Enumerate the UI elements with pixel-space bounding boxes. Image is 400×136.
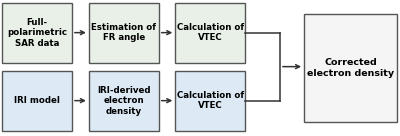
FancyBboxPatch shape xyxy=(89,3,159,63)
Text: Calculation of
VTEC: Calculation of VTEC xyxy=(177,91,244,110)
Text: Calculation of
VTEC: Calculation of VTEC xyxy=(177,23,244,42)
FancyBboxPatch shape xyxy=(89,71,159,131)
Text: Estimation of
FR angle: Estimation of FR angle xyxy=(91,23,156,42)
FancyBboxPatch shape xyxy=(304,14,397,122)
Text: IRI model: IRI model xyxy=(14,96,60,105)
Text: IRI-derived
electron
density: IRI-derived electron density xyxy=(97,86,150,116)
Text: Full-
polarimetric
SAR data: Full- polarimetric SAR data xyxy=(7,18,67,48)
FancyBboxPatch shape xyxy=(2,3,72,63)
FancyBboxPatch shape xyxy=(175,71,245,131)
FancyBboxPatch shape xyxy=(175,3,245,63)
Text: Corrected
electron density: Corrected electron density xyxy=(307,58,394,78)
FancyBboxPatch shape xyxy=(2,71,72,131)
